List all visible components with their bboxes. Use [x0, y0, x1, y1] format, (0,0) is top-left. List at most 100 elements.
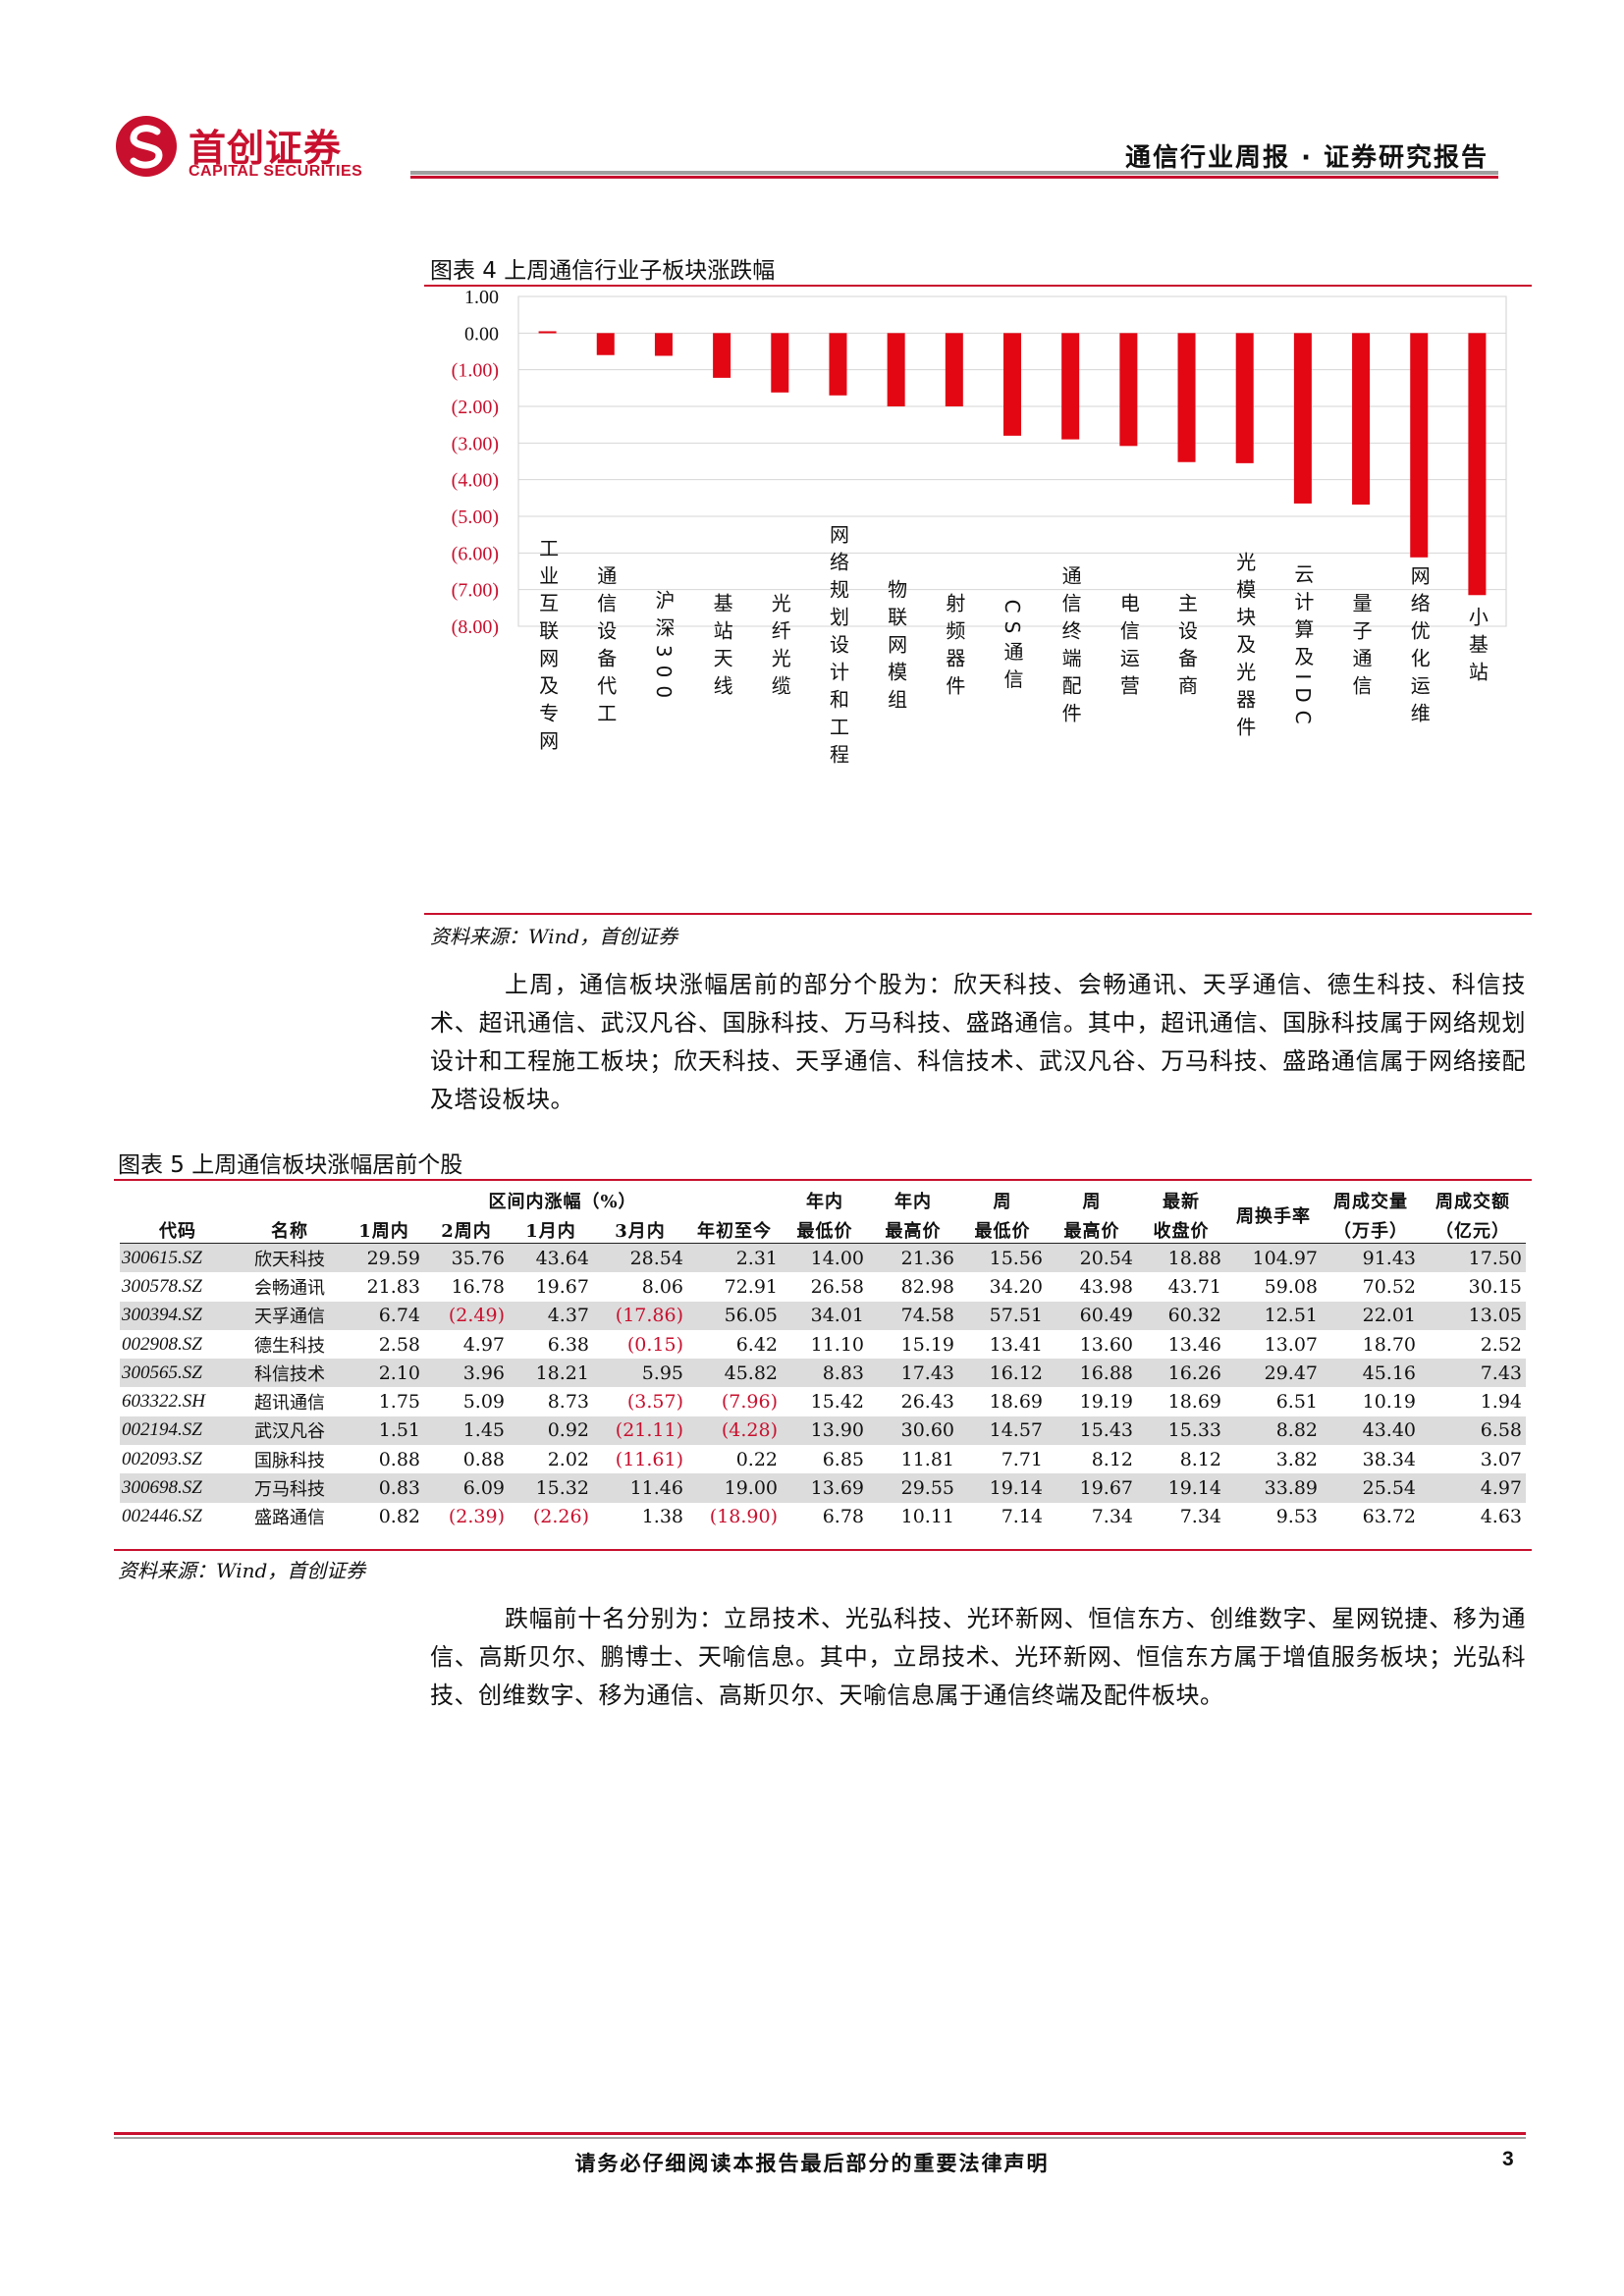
header-rule: [410, 171, 1498, 175]
value-cell: 12.51: [1225, 1301, 1323, 1330]
figure4-source: 资料来源：Wind，首创证券: [430, 925, 678, 948]
figure5-top-rule: [114, 1179, 1532, 1181]
column-header: （万手）: [1322, 1213, 1421, 1244]
value-cell: 38.34: [1362, 1448, 1417, 1470]
table-row: 300394.SZ 天孚通信 6.74 (2.49) 4.37 (17.86) 56.05 3…: [120, 1301, 1527, 1330]
x-category-label: 光纤光缆: [768, 593, 791, 703]
y-tick-label: (3.00): [452, 433, 499, 454]
footer-rule-accent: [114, 2132, 1526, 2135]
y-tick-label: 0.00: [464, 323, 499, 345]
value-cell: 34.01: [782, 1301, 869, 1330]
value-cell: 16.88: [1047, 1359, 1138, 1388]
column-header: 1周内: [344, 1213, 424, 1244]
bar: [1410, 333, 1429, 558]
figure5-bottom-rule: [114, 1549, 1532, 1551]
bar: [1293, 333, 1312, 504]
value-cell: 35.76: [424, 1243, 509, 1273]
logo-english-name: CAPITAL SECURITIES: [189, 163, 363, 180]
value-cell: 14.00: [782, 1243, 869, 1273]
column-header: 最新: [1163, 1192, 1201, 1212]
value-cell: 8.82: [1225, 1415, 1323, 1446]
value-cell: 8.12: [1179, 1448, 1222, 1470]
value-cell: 25.54: [1322, 1473, 1421, 1503]
value-cell: 72.91: [724, 1275, 779, 1298]
value-cell: 4.97: [1420, 1473, 1527, 1503]
value-cell: 0.88: [378, 1448, 420, 1470]
column-header: 周换手率: [1236, 1206, 1312, 1227]
stock-code-cell: 002908.SZ: [122, 1333, 202, 1355]
value-cell: 30.60: [868, 1415, 959, 1446]
x-category-label: 量子通信: [1349, 593, 1373, 703]
value-cell: 7.34: [1179, 1506, 1222, 1528]
stock-name-cell: 万马科技: [236, 1473, 344, 1503]
y-tick-label: (2.00): [452, 397, 499, 418]
table-row: 002093.SZ 国脉科技 0.88 0.88 2.02 (11.61) 0.22 6.85…: [120, 1445, 1526, 1473]
value-cell: 6.09: [424, 1473, 509, 1503]
column-header: 最高价: [868, 1213, 959, 1244]
value-cell: 8.73: [547, 1391, 589, 1414]
value-cell: 2.10: [344, 1359, 424, 1388]
x-category-label: 沪深300: [652, 590, 676, 707]
value-cell: 8.12: [1091, 1448, 1134, 1470]
bar: [829, 333, 847, 396]
table-row: 002446.SZ 盛路通信 0.82 (2.39) (2.26) 1.38 (18.90)…: [120, 1503, 1526, 1531]
bar: [771, 333, 789, 393]
value-cell: 0.22: [735, 1448, 779, 1470]
value-cell: 1.38: [641, 1506, 683, 1528]
figure4-bottom-rule: [424, 913, 1532, 915]
bar: [654, 333, 673, 356]
bar: [1235, 333, 1254, 463]
column-header: 2周内: [424, 1213, 509, 1244]
value-cell: 5.09: [462, 1391, 505, 1414]
value-cell: 3.07: [1480, 1448, 1523, 1470]
value-cell: 43.64: [509, 1243, 593, 1273]
value-cell: 7.43: [1420, 1359, 1527, 1388]
value-cell: 11.46: [593, 1473, 687, 1503]
value-cell: 0.83: [344, 1473, 424, 1503]
value-cell: 104.97: [1225, 1243, 1323, 1273]
value-cell: 7.34: [1091, 1506, 1134, 1528]
value-cell: 26.43: [900, 1391, 955, 1414]
stock-name-cell: 国脉科技: [254, 1450, 325, 1471]
x-category-label: 基站天线: [710, 593, 733, 703]
value-cell: (18.90): [709, 1506, 779, 1528]
legal-disclaimer: 请务必仔细阅读本报告最后部分的重要法律声明: [574, 2152, 1050, 2175]
value-cell: (4.28): [687, 1415, 783, 1446]
column-header: 周: [1082, 1192, 1102, 1212]
column-header: 最低价: [958, 1213, 1048, 1244]
table-row: 300578.SZ 会畅通讯 21.83 16.78 19.67 8.06 72.91 26.…: [120, 1272, 1526, 1301]
bar: [1119, 333, 1138, 447]
bar: [1003, 333, 1021, 436]
value-cell: (11.61): [615, 1448, 683, 1470]
bar: [538, 331, 557, 334]
value-cell: 57.51: [958, 1301, 1048, 1330]
value-cell: 6.78: [822, 1506, 865, 1528]
value-cell: 0.92: [509, 1415, 593, 1446]
value-cell: 4.63: [1480, 1506, 1523, 1528]
stock-name-cell: 超讯通信: [254, 1393, 325, 1415]
value-cell: 13.69: [782, 1473, 869, 1503]
value-cell: 18.70: [1362, 1333, 1417, 1356]
value-cell: 13.46: [1167, 1333, 1222, 1356]
bar: [1352, 333, 1371, 506]
x-category-label: 网络优化运维: [1407, 565, 1431, 730]
column-header: 周: [993, 1192, 1012, 1212]
value-cell: 1.51: [344, 1415, 424, 1446]
stock-code-cell: 603322.SH: [122, 1391, 205, 1413]
value-cell: 13.05: [1420, 1301, 1527, 1330]
value-cell: 3.96: [424, 1359, 509, 1388]
stock-code-cell: 300565.SZ: [120, 1359, 236, 1388]
value-cell: 21.83: [366, 1275, 420, 1298]
value-cell: 30.15: [1468, 1275, 1523, 1298]
table-row: 300615.SZ 欣天科技 29.59 35.76 43.64 28.54 2.31 14.…: [120, 1243, 1527, 1273]
stock-code-cell: 300615.SZ: [120, 1243, 236, 1273]
y-tick-label: 1.00: [464, 287, 499, 308]
footer-rule: [114, 2137, 1526, 2139]
column-header: 1月内: [509, 1213, 593, 1244]
stock-code-cell: 300578.SZ: [122, 1275, 202, 1297]
value-cell: 22.01: [1322, 1301, 1421, 1330]
value-cell: 11.10: [810, 1333, 865, 1356]
value-cell: 9.53: [1275, 1506, 1319, 1528]
value-cell: 1.45: [424, 1415, 509, 1446]
stock-name-cell: 德生科技: [254, 1335, 325, 1357]
